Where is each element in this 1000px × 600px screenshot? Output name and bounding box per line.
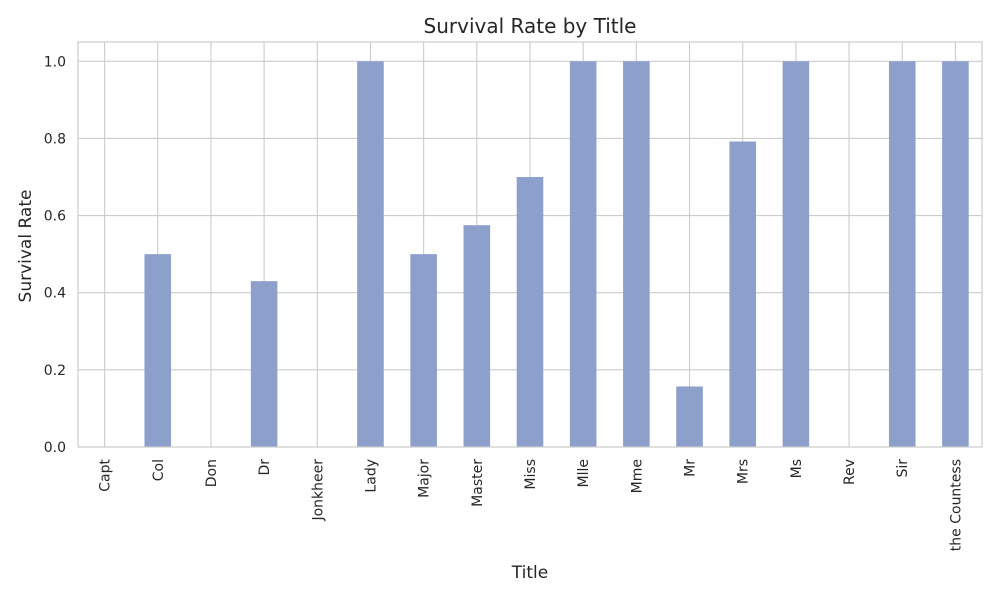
bar-the-countess <box>942 61 969 448</box>
y-tick-label: 0.0 <box>44 440 66 456</box>
x-tick-label: the Countess <box>948 459 964 551</box>
x-tick-label: Capt <box>98 458 114 491</box>
y-tick-label: 0.2 <box>44 363 66 379</box>
x-tick-label: Sir <box>895 459 911 478</box>
bar-mme <box>623 61 650 448</box>
bar-miss <box>516 177 544 447</box>
bar-sir <box>888 61 916 448</box>
chart-title: Survival Rate by Title <box>424 14 637 38</box>
x-tick-label: Mlle <box>576 459 592 487</box>
bar-dr <box>250 281 278 447</box>
x-tick-label: Mrs <box>736 459 752 484</box>
plot-frame <box>77 41 983 448</box>
x-tick-label: Ms <box>789 459 805 478</box>
bar-ms <box>782 61 810 448</box>
bar-major <box>410 254 437 447</box>
x-tick-label: Master <box>470 459 486 507</box>
bar-col <box>144 254 172 447</box>
x-tick-label: Lady <box>363 459 379 493</box>
x-tick-label: Jonkheer <box>310 459 326 522</box>
y-tick-label: 0.6 <box>44 209 66 225</box>
x-tick-label: Col <box>151 459 167 481</box>
bar-mr <box>676 386 703 447</box>
x-tick-labels: Capt Col Don Dr Jonkheer Lady Major Master Miss M… <box>98 458 965 551</box>
bar-mlle <box>569 61 597 448</box>
bar-master <box>463 225 491 447</box>
y-tick-label: 0.8 <box>44 131 66 147</box>
x-tick-label: Dr <box>257 459 273 476</box>
y-tick-label: 0.4 <box>44 286 66 302</box>
x-tick-label: Major <box>417 459 433 498</box>
x-tick-label: Don <box>204 459 220 487</box>
x-tick-label: Mr <box>683 459 699 477</box>
y-tick-label: 1.0 <box>44 54 66 70</box>
x-axis-label: Title <box>511 563 548 583</box>
bar-lady <box>357 61 384 448</box>
x-tick-label: Mme <box>629 459 645 493</box>
x-tick-label: Rev <box>842 459 858 485</box>
y-tick-labels: 0.0 0.2 0.4 0.6 0.8 1.0 <box>44 54 66 456</box>
bars <box>144 61 969 448</box>
y-axis-label: Survival Rate <box>16 190 36 303</box>
bar-mrs <box>729 141 756 447</box>
x-tick-label: Miss <box>523 459 539 490</box>
